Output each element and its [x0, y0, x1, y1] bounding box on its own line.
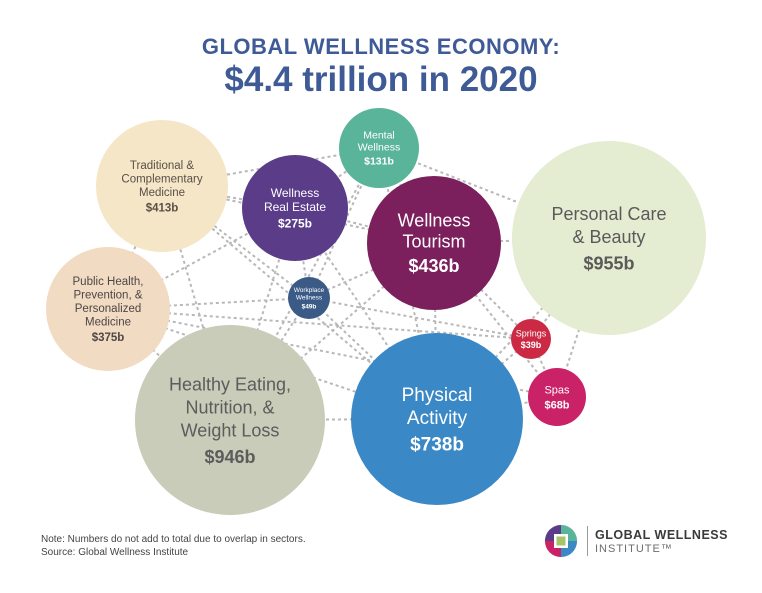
source-note: Source: Global Wellness Institute: [41, 547, 189, 558]
bubble-label-spas: Spas: [544, 384, 570, 396]
connector-workplace-springs: [308, 297, 532, 340]
bubble-label-healthy-eating: Nutrition, &: [185, 398, 274, 418]
logo-subtitle: INSTITUTE™: [595, 543, 673, 555]
connector-traditional-healthy-eating: [161, 185, 231, 421]
bubble-value-physical: $738b: [410, 435, 464, 456]
bubble-circle-mental: [339, 108, 419, 188]
bubble-circle-workplace: [288, 277, 330, 319]
bubble-value-healthy-eating: $946b: [204, 447, 255, 467]
logo-name: GLOBAL WELLNESS: [595, 528, 728, 542]
connector-healthy-eating-physical: [229, 418, 438, 421]
bubble-label-personal-care: Personal Care: [551, 204, 666, 224]
gwi-logo-icon: [544, 524, 578, 558]
connector-traditional-public-health: [107, 185, 163, 310]
bubble-value-workplace: $49b: [302, 303, 317, 310]
bubble-public-health: Public Health, Prevention, &Personalized M…: [46, 247, 170, 371]
bubble-label-public-health: Medicine: [85, 317, 131, 329]
bubble-circle-spas: [528, 368, 586, 426]
bubble-label-traditional: Medicine: [139, 187, 185, 199]
bubble-label-public-health: Public Health,: [73, 276, 144, 288]
bubble-circle-public-health: [46, 247, 170, 371]
bubble-circle-tourism: [367, 176, 501, 310]
bubble-circle-physical: [351, 333, 523, 505]
chart-title-line1: GLOBAL WELLNESS ECONOMY:: [201, 34, 561, 59]
bubble-label-workplace: Workplace: [294, 287, 325, 294]
connector-public-health-spas: [107, 308, 558, 398]
bubble-spas: Spas $68b: [528, 368, 586, 426]
bubble-springs: Springs $39b: [511, 319, 551, 359]
bubble-healthy-eating: Healthy Eating, Nutrition, & Weight Loss $9…: [135, 325, 325, 515]
connector-tourism-workplace: [308, 242, 435, 299]
bubble-label-tourism: Wellness: [398, 211, 471, 231]
bubble-circle-personal-care: [512, 141, 706, 335]
bubble-label-physical: Physical: [402, 385, 473, 406]
bubble-value-public-health: $375b: [92, 332, 125, 344]
bubble-value-mental: $131b: [364, 156, 394, 168]
bubble-label-springs: Springs: [516, 328, 547, 338]
bubble-circle-healthy-eating: [135, 325, 325, 515]
connector-traditional-real-estate: [161, 185, 296, 209]
logo-divider: [587, 526, 588, 556]
bubble-value-spas: $68b: [544, 399, 569, 411]
bubble-label-real-estate: Wellness: [271, 186, 319, 200]
bubble-value-personal-care: $955b: [583, 254, 634, 274]
connector-springs-spas: [530, 338, 558, 398]
bubble-label-public-health: Prevention, &: [73, 290, 142, 302]
gwi-logo: GLOBAL WELLNESS INSTITUTE™: [543, 523, 733, 559]
bubble-label-tourism: Tourism: [402, 232, 465, 252]
bubble-label-personal-care: & Beauty: [572, 227, 645, 247]
bubble-traditional: Traditional &Complementary Medicine $413b: [96, 120, 228, 252]
chart-title-line2: $4.4 trillion in 2020: [224, 60, 538, 99]
bubble-value-springs: $39b: [521, 340, 542, 350]
bubble-label-real-estate: Real Estate: [264, 200, 326, 214]
bubble-label-traditional: Complementary: [121, 173, 202, 185]
bubble-label-public-health: Personalized: [75, 303, 141, 315]
footnote: Note: Numbers do not add to total due to…: [41, 534, 306, 545]
bubble-label-mental: Mental: [363, 130, 395, 142]
bubble-personal-care: Personal Care & Beauty $955b: [512, 141, 706, 335]
bubble-layer: Traditional &Complementary Medicine $413b W…: [46, 108, 706, 515]
connector-tourism-springs: [433, 242, 532, 340]
bubble-label-healthy-eating: Weight Loss: [181, 421, 280, 441]
bubble-label-physical: Activity: [407, 408, 468, 429]
bubble-label-healthy-eating: Healthy Eating,: [169, 375, 291, 395]
bubble-label-mental: Wellness: [358, 142, 400, 154]
bubble-circle-springs: [511, 319, 551, 359]
bubble-label-traditional: Traditional &: [130, 160, 194, 172]
connector-public-health-springs: [107, 308, 532, 340]
bubble-label-workplace: Wellness: [296, 295, 323, 302]
bubble-value-tourism: $436b: [408, 256, 459, 276]
bubble-value-traditional: $413b: [146, 202, 179, 214]
bubble-circle-traditional: [96, 120, 228, 252]
bubble-value-real-estate: $275b: [278, 216, 312, 230]
bubble-circle-real-estate: [242, 155, 348, 261]
